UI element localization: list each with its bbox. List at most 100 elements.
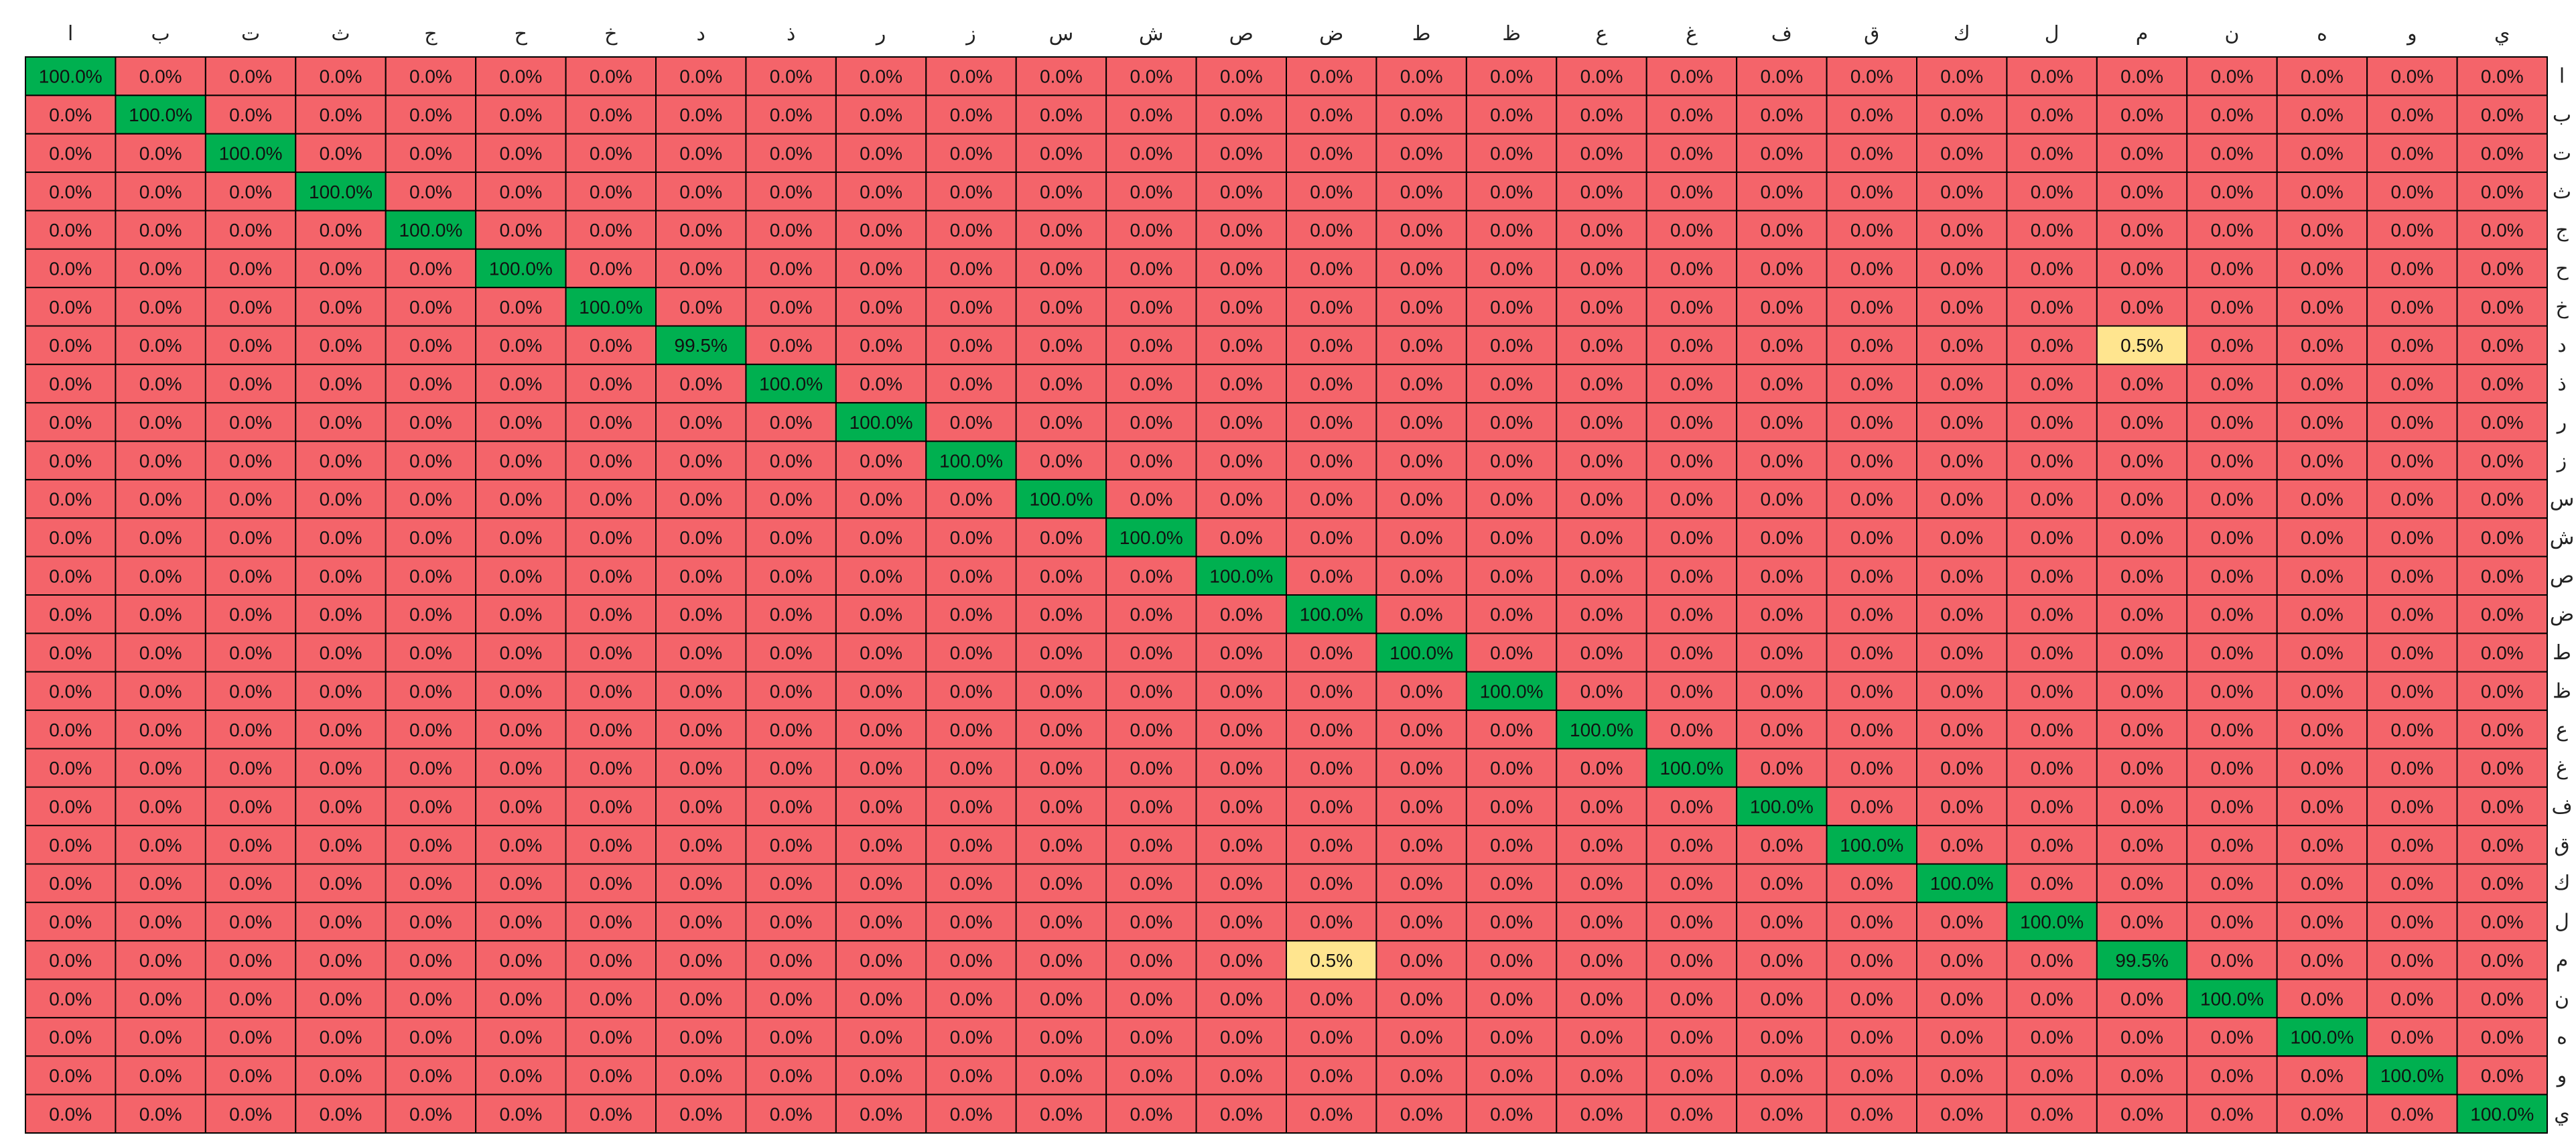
matrix-cell: 0.0% [1916, 978, 2008, 1018]
cell-value: 0.0% [679, 489, 722, 510]
cell-value: 0.0% [2120, 912, 2163, 933]
cell-value: 0.0% [409, 912, 452, 933]
cell-value: 0.0% [1220, 297, 1263, 318]
matrix-cell: 0.0% [655, 210, 747, 250]
cell-fill [1556, 478, 1647, 519]
cell-value: 0.0% [950, 796, 993, 817]
cell-value: 0.0% [950, 873, 993, 894]
cell-fill [2456, 172, 2549, 212]
matrix-cell: 0.0% [2456, 901, 2549, 942]
cell-fill [385, 632, 477, 673]
cell-value: 0.0% [860, 796, 902, 817]
cell-value: 0.0% [2390, 950, 2433, 971]
matrix-cell: 0.0% [1645, 325, 1738, 365]
cell-value: 0.0% [409, 258, 452, 279]
cell-fill [1645, 94, 1738, 135]
cell-value: 0.0% [409, 450, 452, 471]
cell-fill [2276, 748, 2368, 788]
matrix-cell: 0.0% [2006, 863, 2098, 903]
matrix-cell: 0.0% [295, 710, 387, 750]
matrix-cell: 0.0% [925, 786, 1017, 827]
matrix-cell: 0.0% [2186, 325, 2278, 365]
cell-value: 0.5% [2120, 335, 2163, 356]
cell-value: 0.0% [770, 1027, 813, 1048]
matrix-cell: 0.0% [2096, 1016, 2188, 1057]
cell-value: 100.0% [1480, 681, 1544, 701]
matrix-cell: 0.0% [835, 94, 927, 135]
matrix-cell: 0.0% [565, 748, 657, 788]
matrix-cell: 0.0% [925, 1055, 1017, 1095]
cell-value: 0.0% [1580, 643, 1623, 663]
cell-fill [385, 287, 477, 327]
matrix-cell: 0.0% [2186, 555, 2278, 596]
matrix-cell: 0.0% [1645, 1016, 1738, 1057]
matrix-cell: 0.0% [1826, 402, 1918, 442]
cell-value: 0.0% [2390, 758, 2433, 779]
cell-value: 0.0% [229, 643, 272, 663]
matrix-cell: 0.0% [1465, 863, 1558, 903]
cell-value: 0.0% [2120, 720, 2163, 740]
matrix-cell: 0.0% [1826, 363, 1918, 404]
matrix-cell: 0.0% [1645, 94, 1738, 135]
cell-value: 0.0% [1580, 1027, 1623, 1048]
matrix-cell: 0.0% [1556, 478, 1647, 519]
matrix-cell: 0.0% [1286, 94, 1377, 135]
cell-value: 0.0% [679, 297, 722, 318]
cell-fill [1916, 671, 2008, 712]
cell-value: 0.0% [1130, 258, 1172, 279]
matrix-cell: 0.0% [1826, 940, 1918, 980]
matrix-cell: 0.0% [2186, 863, 2278, 903]
matrix-cell: 0.0% [1195, 748, 1287, 788]
cell-value: 0.0% [950, 1103, 993, 1124]
matrix-cell: 0.0% [2186, 1016, 2278, 1057]
cell-fill [1556, 517, 1647, 557]
cell-value: 0.0% [860, 258, 902, 279]
matrix-cell: 0.0% [1465, 363, 1558, 404]
matrix-cell: 0.0% [2276, 594, 2368, 634]
matrix-cell: 0.0% [1195, 632, 1287, 673]
cell-value: 0.0% [1760, 873, 1803, 894]
cell-value: 100.0% [2290, 1027, 2354, 1048]
cell-value: 0.0% [1040, 450, 1083, 471]
matrix-cell: 99.5% [2096, 940, 2188, 980]
matrix-cell: 0.0% [655, 248, 747, 289]
matrix-cell: 0.0% [655, 863, 747, 903]
cell-fill [204, 978, 297, 1018]
cell-fill [2366, 786, 2458, 827]
cell-fill [2186, 710, 2278, 750]
cell-fill [925, 1093, 1017, 1134]
matrix-cell: 0.0% [1465, 594, 1558, 634]
cell-value: 99.5% [675, 335, 728, 356]
cell-value: 0.0% [2301, 489, 2344, 510]
cell-value: 0.0% [2481, 412, 2524, 433]
cell-fill [475, 402, 567, 442]
cell-value: 0.0% [950, 297, 993, 318]
matrix-cell: 0.0% [2276, 555, 2368, 596]
cell-value: 0.0% [1760, 182, 1803, 202]
cell-value: 0.0% [2031, 835, 2074, 856]
cell-value: 0.0% [2031, 182, 2074, 202]
matrix-cell: 0.0% [2366, 56, 2458, 96]
cell-fill [385, 133, 477, 174]
cell-fill [25, 632, 117, 673]
cell-value: 100.0% [579, 297, 642, 318]
cell-fill [2006, 440, 2098, 480]
cell-value: 0.0% [1760, 681, 1803, 701]
matrix-cell: 0.0% [204, 56, 297, 96]
cell-value: 0.0% [1490, 412, 1533, 433]
matrix-cell: 0.0% [1375, 210, 1467, 250]
cell-value: 0.0% [1580, 681, 1623, 701]
cell-value: 0.0% [1040, 412, 1083, 433]
matrix-cell: 0.0% [1286, 825, 1377, 865]
cell-fill [1736, 863, 1828, 903]
cell-fill [1375, 248, 1467, 289]
cell-value: 0.0% [1310, 374, 1353, 395]
cell-value: 0.0% [1580, 220, 1623, 241]
cell-value: 0.0% [1310, 258, 1353, 279]
matrix-cell: 0.0% [25, 710, 117, 750]
matrix-cell: 0.0% [385, 517, 477, 557]
matrix-cell: 0.0% [1375, 748, 1467, 788]
cell-fill [2006, 402, 2098, 442]
cell-value: 0.0% [1670, 1103, 1713, 1124]
